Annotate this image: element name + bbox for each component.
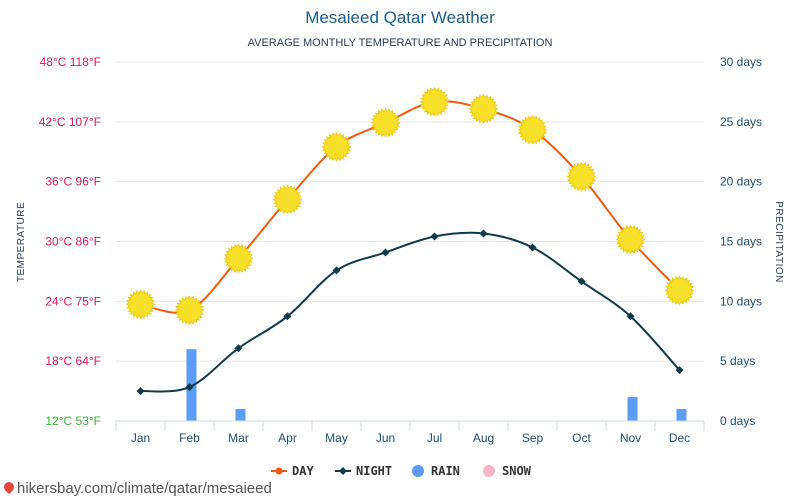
y-tick-right-label: 10 days (720, 294, 762, 308)
x-tick-label: Jan (131, 431, 150, 445)
day-point-sun-icon (419, 87, 450, 117)
x-tick-label: Feb (179, 431, 200, 445)
night-point (675, 366, 684, 375)
rain-bar (676, 409, 687, 421)
day-point-sun-icon (174, 295, 205, 326)
day-point-sun-icon (272, 184, 303, 215)
night-point (577, 277, 586, 286)
legend-marker-icon (483, 465, 495, 477)
legend-item-day[interactable]: DAY (271, 464, 314, 478)
y-tick-left-label: 42°C 107°F (39, 115, 101, 129)
day-point-sun-icon (321, 131, 352, 162)
day-point-sun-icon (664, 275, 695, 306)
x-tick-label: Apr (278, 431, 297, 445)
night-point (283, 312, 292, 321)
y-tick-left-label: 24°C 75°F (45, 294, 101, 308)
night-line (140, 231, 681, 393)
night-point (528, 243, 537, 252)
night-point (234, 344, 243, 353)
day-point-sun-icon (566, 161, 597, 192)
rain-bars (186, 349, 687, 421)
y-tick-right-label: 15 days (720, 235, 762, 249)
legend-label: DAY (292, 464, 314, 478)
y-tick-right-label: 30 days (720, 55, 762, 69)
night-point (136, 387, 145, 396)
rain-bar (235, 409, 246, 421)
y-tick-right-label: 5 days (720, 354, 755, 368)
y-tick-left-label: 30°C 86°F (45, 235, 101, 249)
legend-marker-icon (275, 467, 283, 475)
grid-lines (116, 61, 704, 362)
night-point (479, 229, 488, 238)
chart-title: Mesaieed Qatar Weather (305, 8, 495, 27)
x-tick-label: May (325, 431, 348, 445)
legend-marker-icon (339, 467, 347, 475)
rain-bar (627, 397, 638, 421)
y-axis-right-title: PRECIPITATION (773, 201, 784, 283)
y-tick-right-label: 0 days (720, 414, 755, 428)
legend-item-rain[interactable]: RAIN (412, 464, 460, 478)
x-tick-label: Sep (522, 431, 544, 445)
legend-label: RAIN (431, 464, 460, 478)
chart-subtitle: AVERAGE MONTHLY TEMPERATURE AND PRECIPIT… (248, 37, 553, 49)
day-point-sun-icon (468, 94, 499, 124)
day-point-sun-icon (615, 224, 646, 255)
night-point (626, 312, 635, 321)
x-tick-label: Nov (620, 431, 641, 445)
legend-marker-icon (412, 465, 424, 477)
night-point (430, 232, 439, 241)
x-tick-label: Jun (376, 431, 395, 445)
legend: DAY NIGHT RAIN SNOW (271, 464, 532, 478)
source-link[interactable]: hikersbay.com/climate/qatar/mesaieed (1, 479, 272, 497)
day-line (140, 100, 681, 314)
source-text: hikersbay.com/climate/qatar/mesaieed (17, 480, 272, 497)
y-tick-left-label: 12°C 53°F (45, 414, 101, 428)
y-tick-left-label: 18°C 64°F (45, 354, 101, 368)
y-axis-left-title: TEMPERATURE (16, 202, 27, 282)
day-point-sun-icon (370, 108, 401, 138)
x-tick-label: Aug (473, 431, 494, 445)
day-point-sun-icon (223, 243, 254, 274)
night-point (185, 383, 194, 392)
night-point (332, 266, 341, 275)
x-tick-label: Mar (228, 431, 249, 445)
y-tick-right-label: 20 days (720, 175, 762, 189)
legend-label: NIGHT (356, 464, 392, 478)
axes: 12°C 53°F 18°C 64°F 24°C 75°F 30°C 86°F 36°C… (39, 55, 762, 445)
temperature-lines (125, 87, 695, 396)
legend-label: SNOW (502, 464, 532, 478)
x-tick-label: Oct (572, 431, 591, 445)
day-point-sun-icon (125, 289, 156, 320)
y-tick-right-label: 25 days (720, 115, 762, 129)
x-tick-label: Dec (669, 431, 690, 445)
night-point (381, 248, 390, 257)
day-point-sun-icon (517, 115, 548, 145)
legend-item-night[interactable]: NIGHT (335, 464, 392, 478)
x-tick-label: Jul (427, 431, 442, 445)
legend-item-snow[interactable]: SNOW (483, 464, 532, 478)
y-tick-left-label: 36°C 96°F (45, 175, 101, 189)
map-pin-icon (1, 479, 17, 495)
y-tick-left-label: 48°C 118°F (40, 55, 101, 69)
